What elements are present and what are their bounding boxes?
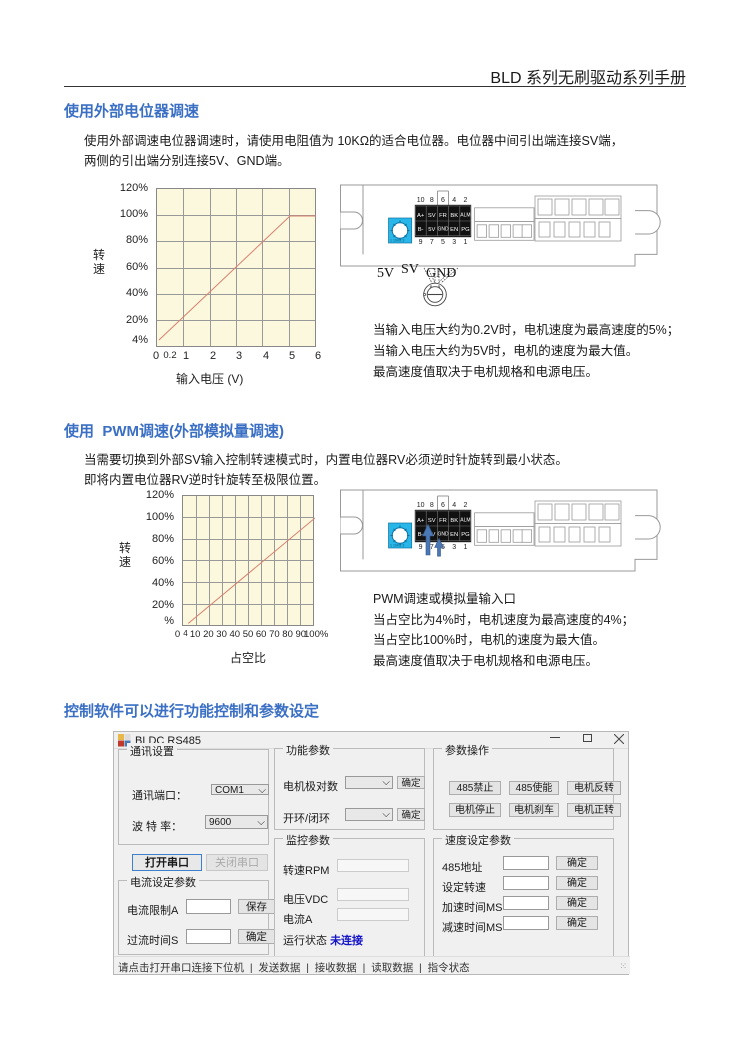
svg-text:FR: FR: [439, 213, 447, 219]
svg-text:3: 3: [452, 239, 456, 246]
svg-text:8: 8: [430, 197, 434, 204]
svg-text:5V: 5V: [428, 227, 435, 233]
svg-text:4: 4: [452, 197, 456, 204]
svg-text:ALM: ALM: [460, 213, 470, 219]
svg-text:6: 6: [441, 197, 445, 204]
svg-text:PG: PG: [461, 227, 470, 233]
svg-text:10: 10: [417, 197, 425, 204]
svg-text:BK: BK: [450, 213, 458, 219]
svg-text:EN: EN: [450, 227, 458, 233]
svg-text:1: 1: [463, 239, 467, 246]
svg-text:9: 9: [419, 239, 423, 246]
svg-text:B-: B-: [418, 227, 424, 233]
svg-text:SV: SV: [428, 213, 436, 219]
svg-text:GND: GND: [437, 227, 449, 233]
svg-text:5: 5: [441, 239, 445, 246]
svg-text:1 10K2 3: 1 10K2 3: [390, 239, 404, 243]
svg-text:7: 7: [430, 239, 434, 246]
svg-text:A+: A+: [417, 213, 425, 219]
svg-text:2: 2: [463, 197, 467, 204]
